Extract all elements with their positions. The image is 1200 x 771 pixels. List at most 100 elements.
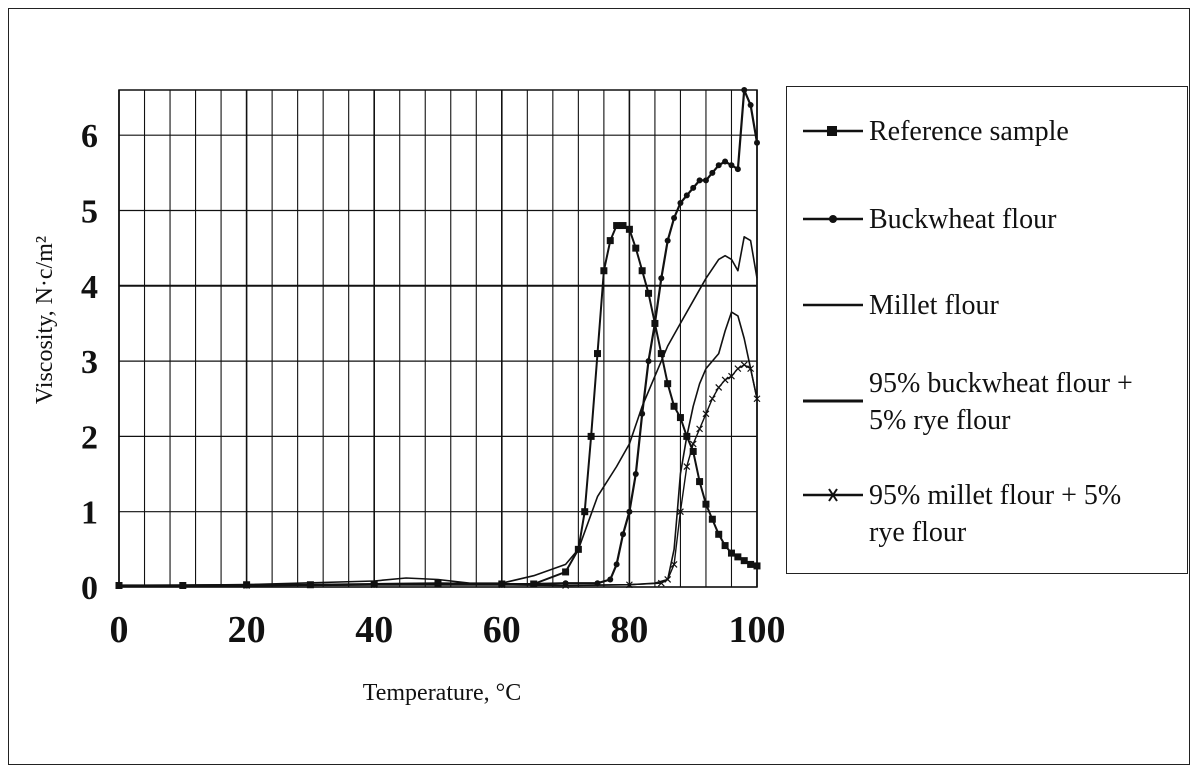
data-point [645,358,652,365]
data-point [664,237,671,244]
cross-stroke [683,463,691,470]
data-point [696,177,703,184]
y-tick-label: 4 [81,269,98,306]
y-tick-label: 6 [81,118,98,155]
legend-label: 95% buckwheat flour + 5% rye flour [869,368,1133,436]
series-4 [118,236,758,587]
series-2 [116,87,760,589]
series-group [115,87,761,589]
legend-swatch-cross-marker-line [803,488,863,502]
data-point [747,102,754,109]
data-point [677,199,684,206]
data-point [243,582,251,589]
legend-swatch-square-marker-line [803,126,863,136]
data-point [671,215,678,222]
legend-swatch-line [803,399,863,403]
data-point [664,380,672,388]
data-point [619,222,627,230]
data-point [754,139,760,146]
data-point [562,568,570,576]
data-point [702,177,709,184]
cross-stroke [740,361,748,369]
cross-stroke [115,582,123,589]
data-point [581,508,589,516]
data-point [607,576,614,583]
data-point [626,508,633,515]
data-point [715,530,723,538]
data-point [657,579,665,587]
data-point [594,350,601,358]
data-point [708,395,716,403]
data-point [722,158,729,165]
y-tick-label: 2 [81,419,98,456]
data-point [721,376,729,384]
data-point [721,542,729,550]
data-point [657,350,665,358]
data-point [753,395,761,403]
cross-stroke [696,425,704,433]
data-point [702,500,710,508]
cross-stroke [747,365,755,373]
legend-swatch-line [803,303,863,307]
data-point [734,365,742,373]
x-tick-label: 100 [729,609,786,651]
data-point [734,553,742,561]
data-point [740,557,748,565]
x-tick-label: 80 [610,609,648,651]
legend: Reference sample Buckwheat flour Millet … [786,86,1188,574]
x-tick-label: 40 [355,609,393,651]
x-tick-label: 0 [110,609,129,651]
y-tick-label: 0 [81,570,98,607]
data-point [741,87,748,93]
data-point [734,166,741,173]
data-point [632,244,640,252]
y-tick-label: 1 [81,495,98,532]
cross-stroke [753,395,761,403]
data-point [728,162,735,169]
y-axis-label: Viscosity, N·c/m² [32,236,58,404]
data-point [562,582,570,589]
cross-stroke [498,581,506,589]
data-point [632,471,639,478]
data-point [753,562,761,570]
data-point [715,384,723,391]
data-point [702,410,710,418]
data-point [498,581,506,589]
data-point [658,275,665,282]
cross-stroke [625,581,633,589]
data-point [747,365,755,373]
data-point [677,508,684,516]
data-point [683,463,691,470]
data-point [689,440,697,448]
y-tick-label: 3 [81,344,98,381]
series-line [119,364,758,587]
data-point [676,414,684,422]
data-point [625,581,633,589]
data-point [690,184,697,191]
data-point [651,320,658,327]
data-point [370,581,378,589]
cross-stroke [664,576,672,583]
legend-swatch-dot-marker-line [803,215,863,223]
legend-label: Millet flour [869,290,999,321]
data-point [620,531,627,538]
cross-stroke [670,560,678,568]
data-point [696,425,704,433]
data-point [600,267,608,275]
data-point [740,361,748,369]
x-tick-label: 60 [483,609,521,651]
cross-stroke [734,365,742,373]
cross-stroke [689,440,697,448]
plot-area [118,89,758,588]
x-axis-label: Temperature, °C [363,680,522,706]
data-point [613,222,621,230]
data-point [638,267,646,275]
data-point [587,432,595,440]
data-point [664,576,672,583]
cross-stroke [370,581,378,589]
data-point [683,192,690,199]
data-point [670,402,678,410]
legend-label: 95% millet flour + 5% rye flour [869,480,1122,548]
series-5 [115,361,761,589]
cross-stroke [677,508,684,516]
